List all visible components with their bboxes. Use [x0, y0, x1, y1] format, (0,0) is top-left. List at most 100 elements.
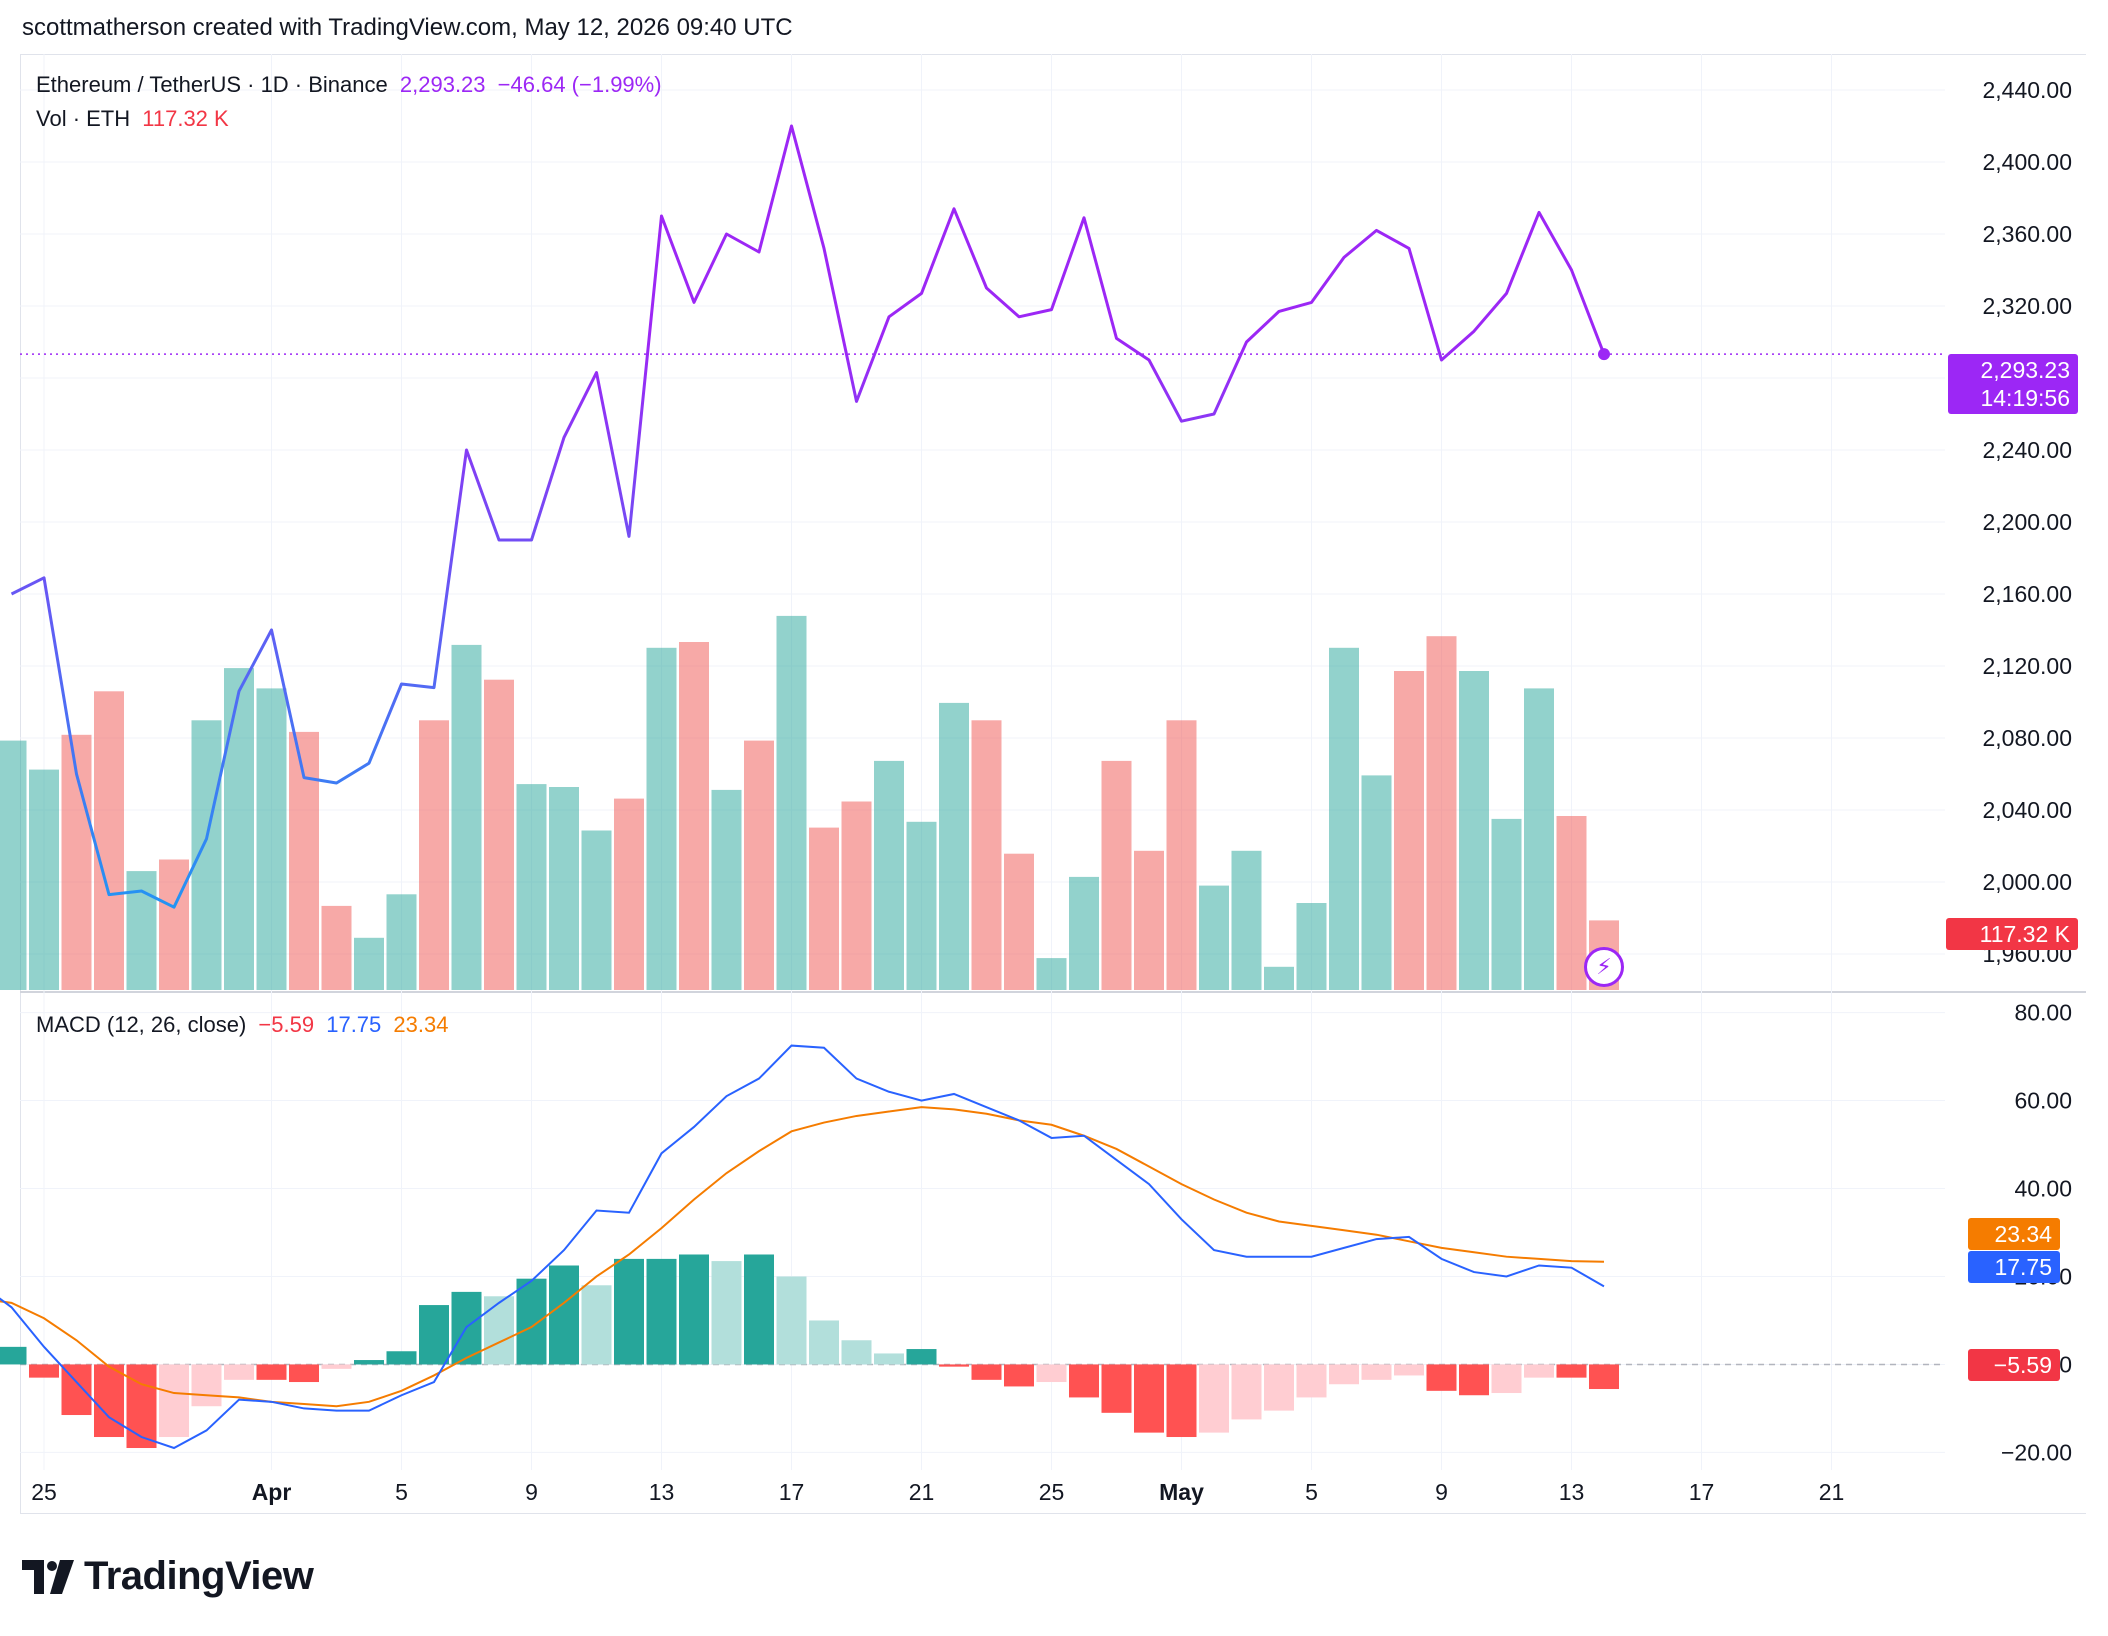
histogram-bar: [1069, 1364, 1099, 1398]
price-tag: 2,293.23 14:19:56: [1948, 354, 2078, 414]
volume-bar: [841, 801, 872, 990]
histogram-bar: [1199, 1364, 1229, 1433]
symbol-label[interactable]: Ethereum / TetherUS · 1D · Binance: [36, 72, 388, 97]
macd-pane: [0, 1044, 1945, 1450]
histogram-bar: [1589, 1364, 1619, 1390]
histogram-bar: [126, 1364, 157, 1449]
volume-bar: [1556, 816, 1587, 990]
grid-lines: [20, 54, 2086, 1470]
macd-tag: 17.75: [1968, 1251, 2060, 1283]
last-price-dot: [1598, 348, 1610, 361]
volume-bar: [1491, 818, 1522, 990]
volume-bar: [29, 769, 59, 990]
macd-label[interactable]: MACD (12, 26, close): [36, 1012, 247, 1037]
histogram-bar: [841, 1340, 872, 1365]
histogram-bar: [939, 1364, 969, 1367]
histogram-bar: [971, 1364, 1002, 1380]
time-axis-label: 5: [1305, 1479, 1318, 1505]
volume-label[interactable]: Vol · ETH: [36, 106, 131, 131]
histogram-bar: [711, 1261, 742, 1365]
volume-bar: [1231, 850, 1262, 990]
time-axis-label: 13: [649, 1479, 675, 1505]
tradingview-logo[interactable]: TradingView: [22, 1554, 314, 1599]
macd-axis-label: 60.00: [2014, 1088, 2072, 1114]
price-axis-label: 2,400.00: [1982, 149, 2072, 175]
histogram-bar: [1524, 1364, 1554, 1378]
volume-bar: [711, 789, 742, 990]
histogram-bar: [679, 1254, 709, 1365]
histogram-bar: [1361, 1364, 1392, 1380]
histogram-bar: [906, 1349, 937, 1365]
histogram-bar: [1264, 1364, 1294, 1411]
price-tag-value: 2,293.23: [1980, 357, 2070, 383]
histogram-bar: [516, 1278, 547, 1365]
time-axis-label: 13: [1559, 1479, 1585, 1505]
volume-bar: [1361, 775, 1392, 990]
y-axis: 2,440.002,400.002,360.002,320.002,280.00…: [1982, 77, 2072, 1465]
volume-bar: [0, 740, 27, 990]
volume-bar: [94, 691, 124, 990]
histogram-bar: [614, 1258, 644, 1365]
macd-legend: MACD (12, 26, close) −5.59 17.75 23.34: [36, 1012, 454, 1038]
volume-bar: [419, 720, 449, 990]
histogram-bar: [419, 1305, 449, 1365]
price-series-line: [10, 124, 1606, 909]
histogram-bar: [29, 1364, 59, 1378]
time-axis-label: 17: [1689, 1479, 1715, 1505]
volume-bar: [1459, 671, 1489, 990]
histogram-bar: [1459, 1364, 1489, 1396]
histogram-bar: [1036, 1364, 1067, 1383]
lightning-icon[interactable]: ⚡: [1584, 947, 1624, 987]
macd-axis-label: 80.00: [2014, 1000, 2072, 1026]
histogram-bar: [1134, 1364, 1164, 1433]
volume-bar: [321, 905, 352, 990]
price-axis-label: 2,080.00: [1982, 725, 2072, 751]
price-axis-label: 2,040.00: [1982, 797, 2072, 823]
last-price: 2,293.23: [399, 72, 486, 97]
histogram-bar: [809, 1320, 839, 1365]
volume-bar: [1166, 720, 1197, 990]
signal-line: [0, 1106, 1605, 1408]
price-axis-label: 2,160.00: [1982, 581, 2072, 607]
histogram-bar: [646, 1258, 677, 1365]
time-axis-label: 25: [1039, 1479, 1065, 1505]
price-axis-label: 2,360.00: [1982, 221, 2072, 247]
histogram-bar: [1556, 1364, 1587, 1378]
volume-tag: 117.32 K: [1946, 918, 2078, 950]
time-axis-label: 9: [1435, 1479, 1448, 1505]
time-axis-label: 9: [525, 1479, 538, 1505]
macd-line: [0, 1044, 1605, 1450]
volume-bar: [809, 827, 839, 990]
histogram-bar: [386, 1351, 417, 1365]
macd-line-value: 17.75: [326, 1012, 382, 1037]
histogram-tag: −5.59: [1968, 1349, 2060, 1381]
volume-value: 117.32 K: [142, 106, 229, 131]
time-axis-label: Apr: [252, 1479, 292, 1505]
volume-bar: [906, 821, 937, 990]
price-axis-label: 2,120.00: [1982, 653, 2072, 679]
histogram-bar: [1426, 1364, 1457, 1391]
volume-bar: [1329, 647, 1359, 990]
volume-bar: [516, 784, 547, 990]
histogram-bar: [321, 1364, 352, 1369]
x-axis: 25 Apr 5 9 13 17 21 25 May 5 9 13 17 21: [31, 1479, 1844, 1505]
histogram-bar: [1491, 1364, 1522, 1394]
volume-bar: [126, 871, 157, 990]
histogram-bar: [354, 1360, 384, 1365]
volume-bar: [1199, 885, 1229, 990]
chart-attribution: scottmatherson created with TradingView.…: [22, 14, 793, 41]
signal-tag: 23.34: [1968, 1218, 2060, 1250]
histogram-bar: [776, 1276, 807, 1365]
histogram-bar: [874, 1353, 904, 1365]
volume-bar: [549, 787, 579, 990]
volume-bar: [679, 642, 709, 990]
brand-name: TradingView: [84, 1554, 314, 1598]
volume-bar: [776, 615, 807, 990]
volume-bar: [646, 647, 677, 990]
volume-bars: [0, 615, 1619, 990]
volume-bar: [484, 679, 514, 990]
volume-bar: [744, 740, 774, 990]
histogram-bar: [224, 1364, 254, 1380]
histogram-bar: [1296, 1364, 1327, 1398]
